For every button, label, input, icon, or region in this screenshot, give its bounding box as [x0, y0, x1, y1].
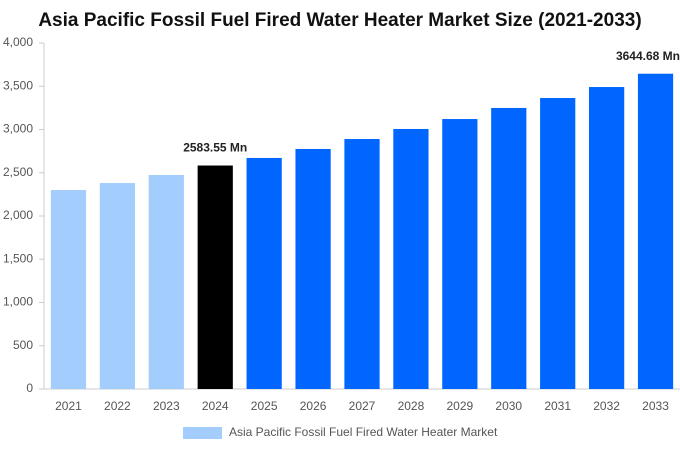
- y-tick-label: 3,000: [3, 122, 33, 136]
- bar: [344, 139, 380, 389]
- bar: [197, 165, 233, 389]
- y-tick-label: 2,500: [3, 165, 33, 179]
- y-tick-label: 500: [13, 338, 33, 352]
- bar: [246, 157, 282, 389]
- bar: [540, 98, 576, 389]
- value-label: 2583.55 Mn: [183, 141, 247, 155]
- value-label: 3644.68 Mn: [616, 49, 680, 63]
- bar: [99, 183, 135, 389]
- y-tick-label: 2,000: [3, 208, 33, 222]
- y-tick-label: 3,500: [3, 78, 33, 92]
- y-tick-label: 0: [26, 381, 33, 395]
- bar: [295, 148, 331, 389]
- y-tick-label: 1,500: [3, 251, 33, 265]
- bar: [491, 107, 527, 390]
- chart-title: Asia Pacific Fossil Fuel Fired Water Hea…: [38, 10, 641, 31]
- x-tick-label: 2030: [495, 399, 522, 413]
- bar: [393, 128, 429, 389]
- x-tick-label: 2021: [55, 399, 82, 413]
- x-tick-label: 2031: [544, 399, 571, 413]
- x-tick-label: 2029: [446, 399, 473, 413]
- bar: [148, 174, 184, 389]
- bar: [589, 87, 625, 389]
- bar: [442, 119, 478, 389]
- x-tick-label: 2033: [642, 399, 669, 413]
- x-tick-label: 2032: [593, 399, 620, 413]
- x-tick-label: 2023: [153, 399, 180, 413]
- legend-label: Asia Pacific Fossil Fuel Fired Water Hea…: [229, 425, 498, 439]
- bar: [50, 190, 87, 389]
- x-tick-label: 2024: [202, 399, 229, 413]
- x-tick-label: 2022: [104, 399, 131, 413]
- bar: [637, 73, 674, 390]
- x-tick-label: 2028: [398, 399, 425, 413]
- y-tick-label: 4,000: [3, 35, 33, 49]
- x-tick-label: 2027: [349, 399, 376, 413]
- x-tick-label: 2026: [300, 399, 327, 413]
- legend-swatch: [183, 427, 222, 439]
- x-tick-label: 2025: [251, 399, 278, 413]
- y-tick-label: 1,000: [3, 295, 33, 309]
